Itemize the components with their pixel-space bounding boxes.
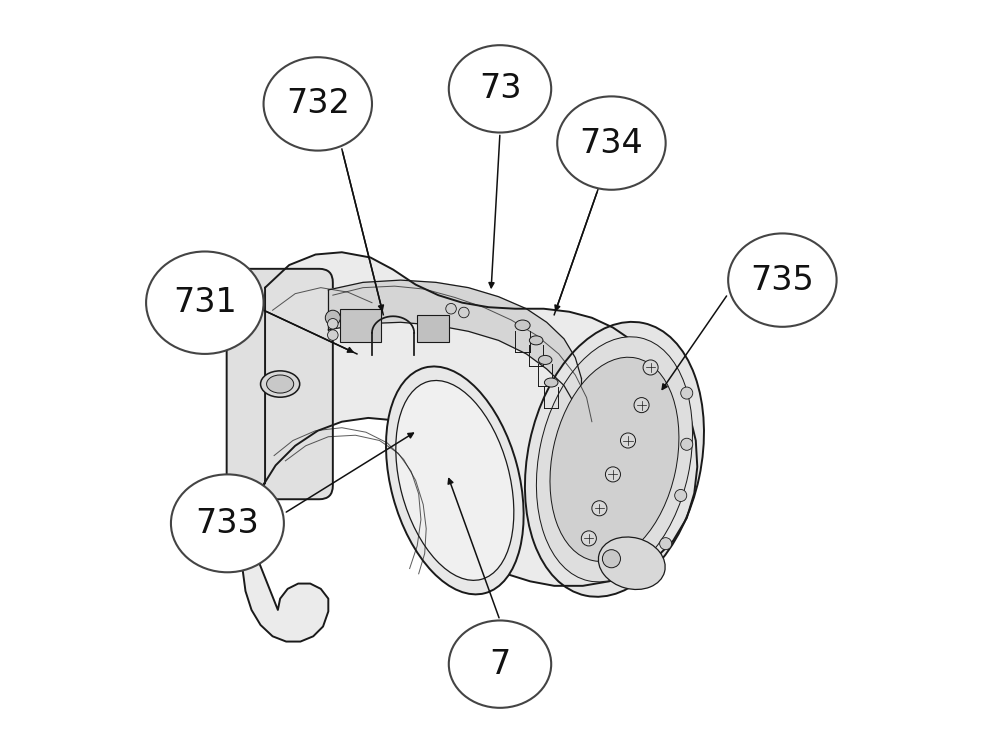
Ellipse shape (449, 45, 551, 133)
Ellipse shape (550, 357, 679, 562)
Text: 732: 732 (286, 87, 350, 120)
Text: 731: 731 (173, 286, 237, 319)
Ellipse shape (515, 320, 530, 331)
Ellipse shape (525, 322, 704, 597)
Ellipse shape (171, 474, 284, 572)
FancyBboxPatch shape (417, 315, 449, 342)
Text: 734: 734 (580, 127, 643, 160)
Polygon shape (328, 280, 581, 425)
Circle shape (675, 489, 687, 501)
Ellipse shape (536, 337, 693, 582)
Ellipse shape (728, 233, 837, 327)
Circle shape (602, 550, 620, 568)
Ellipse shape (449, 620, 551, 708)
Circle shape (328, 319, 338, 329)
Text: 733: 733 (196, 507, 259, 540)
Circle shape (605, 467, 620, 482)
Ellipse shape (557, 96, 666, 190)
Circle shape (459, 307, 469, 318)
Circle shape (620, 433, 636, 448)
Circle shape (660, 538, 672, 550)
Ellipse shape (529, 336, 543, 345)
Ellipse shape (396, 380, 514, 581)
FancyBboxPatch shape (340, 309, 381, 342)
Text: 7: 7 (489, 648, 511, 681)
Ellipse shape (598, 537, 665, 590)
Ellipse shape (146, 252, 264, 354)
Text: 73: 73 (479, 72, 521, 105)
Ellipse shape (261, 370, 300, 398)
Circle shape (325, 310, 340, 325)
FancyBboxPatch shape (227, 269, 333, 499)
Circle shape (446, 303, 456, 314)
Circle shape (634, 398, 649, 413)
Circle shape (681, 438, 693, 450)
Circle shape (328, 330, 338, 340)
Text: 735: 735 (750, 264, 814, 297)
Circle shape (643, 360, 658, 375)
Ellipse shape (267, 375, 294, 393)
Ellipse shape (544, 378, 558, 387)
Circle shape (581, 531, 596, 546)
Ellipse shape (386, 367, 524, 594)
Ellipse shape (264, 57, 372, 151)
Circle shape (681, 387, 693, 399)
Polygon shape (242, 252, 697, 642)
Circle shape (592, 501, 607, 516)
Ellipse shape (538, 355, 552, 364)
